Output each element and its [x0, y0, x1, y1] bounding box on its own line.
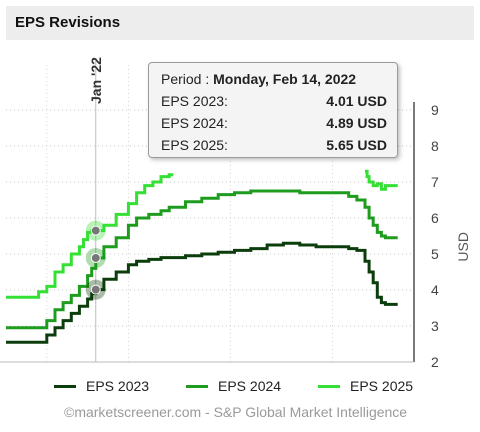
tooltip-label: EPS 2024:	[161, 115, 228, 131]
legend-swatch	[318, 385, 340, 388]
legend: EPS 2023 EPS 2024 EPS 2025	[0, 375, 480, 397]
tooltip-row-eps-2025: EPS 2025: 5.65 USD	[161, 135, 387, 155]
source-credit: ©marketscreener.com - S&P Global Market …	[64, 404, 408, 420]
y-tick-label: 9	[431, 102, 439, 118]
y-tick-label: 3	[431, 318, 439, 334]
highlight-point	[90, 225, 101, 236]
tooltip-label: EPS 2025:	[161, 137, 228, 153]
tooltip-row-eps-2024: EPS 2024: 4.89 USD	[161, 113, 387, 133]
hover-tooltip: Period : Monday, Feb 14, 2022 EPS 2023: …	[148, 62, 398, 158]
y-tick-label: 6	[431, 210, 439, 226]
series-lines	[6, 169, 398, 344]
legend-swatch	[54, 385, 76, 388]
legend-swatch	[186, 385, 208, 388]
y-axis: 2 3 4 5 6 7 8 9 USD	[0, 102, 471, 370]
tooltip-row-eps-2023: EPS 2023: 4.01 USD	[161, 91, 387, 111]
y-tick-label: 7	[431, 174, 439, 190]
y-tick-label: 5	[431, 246, 439, 262]
tooltip-period-prefix: Period :	[161, 71, 214, 87]
y-tick-label: 2	[431, 354, 439, 370]
tooltip-value: 5.65 USD	[326, 137, 387, 153]
highlight-point	[90, 284, 101, 295]
tooltip-value: 4.89 USD	[326, 115, 387, 131]
series-line-eps-2024	[6, 189, 398, 330]
highlight-points	[85, 220, 106, 300]
legend-label: EPS 2024	[218, 378, 282, 394]
x-marker-label: Jan '22	[88, 57, 104, 104]
x-marker: Jan '22	[88, 57, 104, 362]
series-line-eps-2025-tail	[365, 169, 398, 191]
legend-label: EPS 2023	[86, 378, 150, 394]
tooltip-period: Period : Monday, Feb 14, 2022	[161, 69, 387, 89]
highlight-point	[90, 252, 101, 263]
series-line-eps-2023	[6, 241, 398, 344]
y-axis-title: USD	[455, 232, 471, 262]
legend-label: EPS 2025	[350, 378, 414, 394]
y-tick-label: 4	[431, 282, 439, 298]
title-bar: EPS Revisions	[6, 6, 474, 40]
tooltip-period-value: Monday, Feb 14, 2022	[213, 71, 357, 87]
tooltip-value: 4.01 USD	[326, 93, 387, 109]
y-tick-label: 8	[431, 138, 439, 154]
page-title: EPS Revisions	[15, 14, 121, 31]
tooltip-label: EPS 2023:	[161, 93, 228, 109]
